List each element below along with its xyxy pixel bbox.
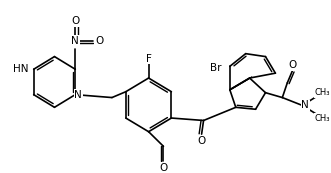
Text: F: F	[146, 53, 152, 63]
Text: O: O	[95, 36, 103, 46]
Text: O: O	[198, 136, 206, 146]
Text: N: N	[71, 36, 79, 46]
Text: N: N	[301, 100, 309, 110]
Text: N: N	[74, 90, 82, 100]
Text: O: O	[288, 60, 296, 70]
Text: O: O	[159, 163, 167, 173]
Text: CH₃: CH₃	[314, 113, 330, 122]
Text: CH₃: CH₃	[314, 88, 330, 97]
Text: HN: HN	[13, 64, 29, 74]
Text: O: O	[71, 16, 79, 26]
Text: Br: Br	[211, 63, 222, 73]
